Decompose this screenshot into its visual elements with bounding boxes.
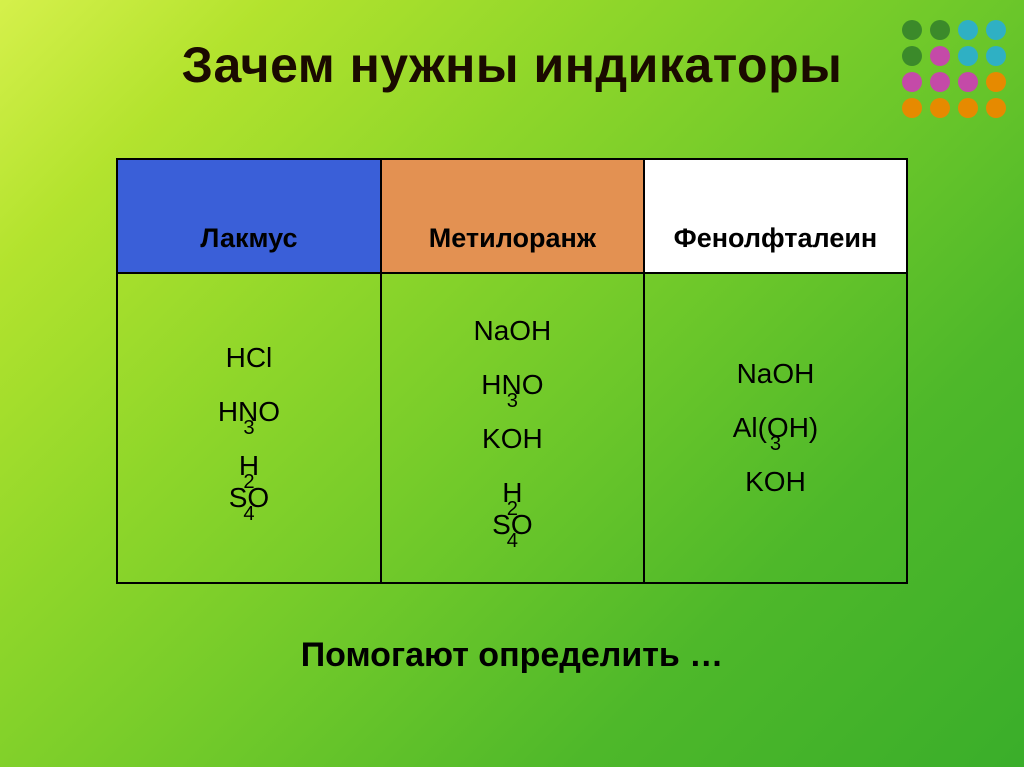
slide: Зачем нужны индикаторы Лакмус Метилоранж… bbox=[0, 0, 1024, 767]
formula: NaOH bbox=[390, 315, 635, 347]
footer-text: Помогают определить … bbox=[0, 636, 1024, 675]
formula: NaOH bbox=[653, 358, 898, 390]
cell-methylorange: NaOH HNO3 KOH H2SO4 bbox=[381, 273, 644, 583]
formula: Al(OH)3 bbox=[653, 412, 898, 444]
indicators-table: Лакмус Метилоранж Фенолфталеин HCl HNO3 H2… bbox=[116, 158, 908, 584]
formula: HNO3 bbox=[126, 396, 372, 428]
cell-stack-1: NaOH HNO3 KOH H2SO4 bbox=[390, 292, 635, 564]
formula: HCl bbox=[126, 342, 372, 374]
table-body-row: HCl HNO3 H2SO4 NaOH HNO3 KOH H2SO4 NaOH Al(OH)… bbox=[117, 273, 907, 583]
slide-title: Зачем нужны индикаторы bbox=[0, 36, 1024, 94]
decorative-dot bbox=[902, 98, 922, 118]
header-phenolphthalein: Фенолфталеин bbox=[644, 159, 907, 273]
cell-stack-0: HCl HNO3 H2SO4 bbox=[126, 292, 372, 564]
decorative-dot bbox=[986, 98, 1006, 118]
formula: H2SO4 bbox=[126, 450, 372, 514]
formula: KOH bbox=[653, 466, 898, 498]
formula: HNO3 bbox=[390, 369, 635, 401]
header-methylorange: Метилоранж bbox=[381, 159, 644, 273]
table-header-row: Лакмус Метилоранж Фенолфталеин bbox=[117, 159, 907, 273]
cell-stack-2: NaOH Al(OH)3 KOH bbox=[653, 292, 898, 564]
decorative-dot bbox=[930, 98, 950, 118]
decorative-dot bbox=[958, 98, 978, 118]
indicators-table-wrap: Лакмус Метилоранж Фенолфталеин HCl HNO3 H2… bbox=[116, 158, 908, 584]
formula: KOH bbox=[390, 423, 635, 455]
dot-row bbox=[894, 98, 1006, 118]
formula: H2SO4 bbox=[390, 477, 635, 541]
cell-phenolphthalein: NaOH Al(OH)3 KOH bbox=[644, 273, 907, 583]
cell-lakmus: HCl HNO3 H2SO4 bbox=[117, 273, 381, 583]
header-lakmus: Лакмус bbox=[117, 159, 381, 273]
